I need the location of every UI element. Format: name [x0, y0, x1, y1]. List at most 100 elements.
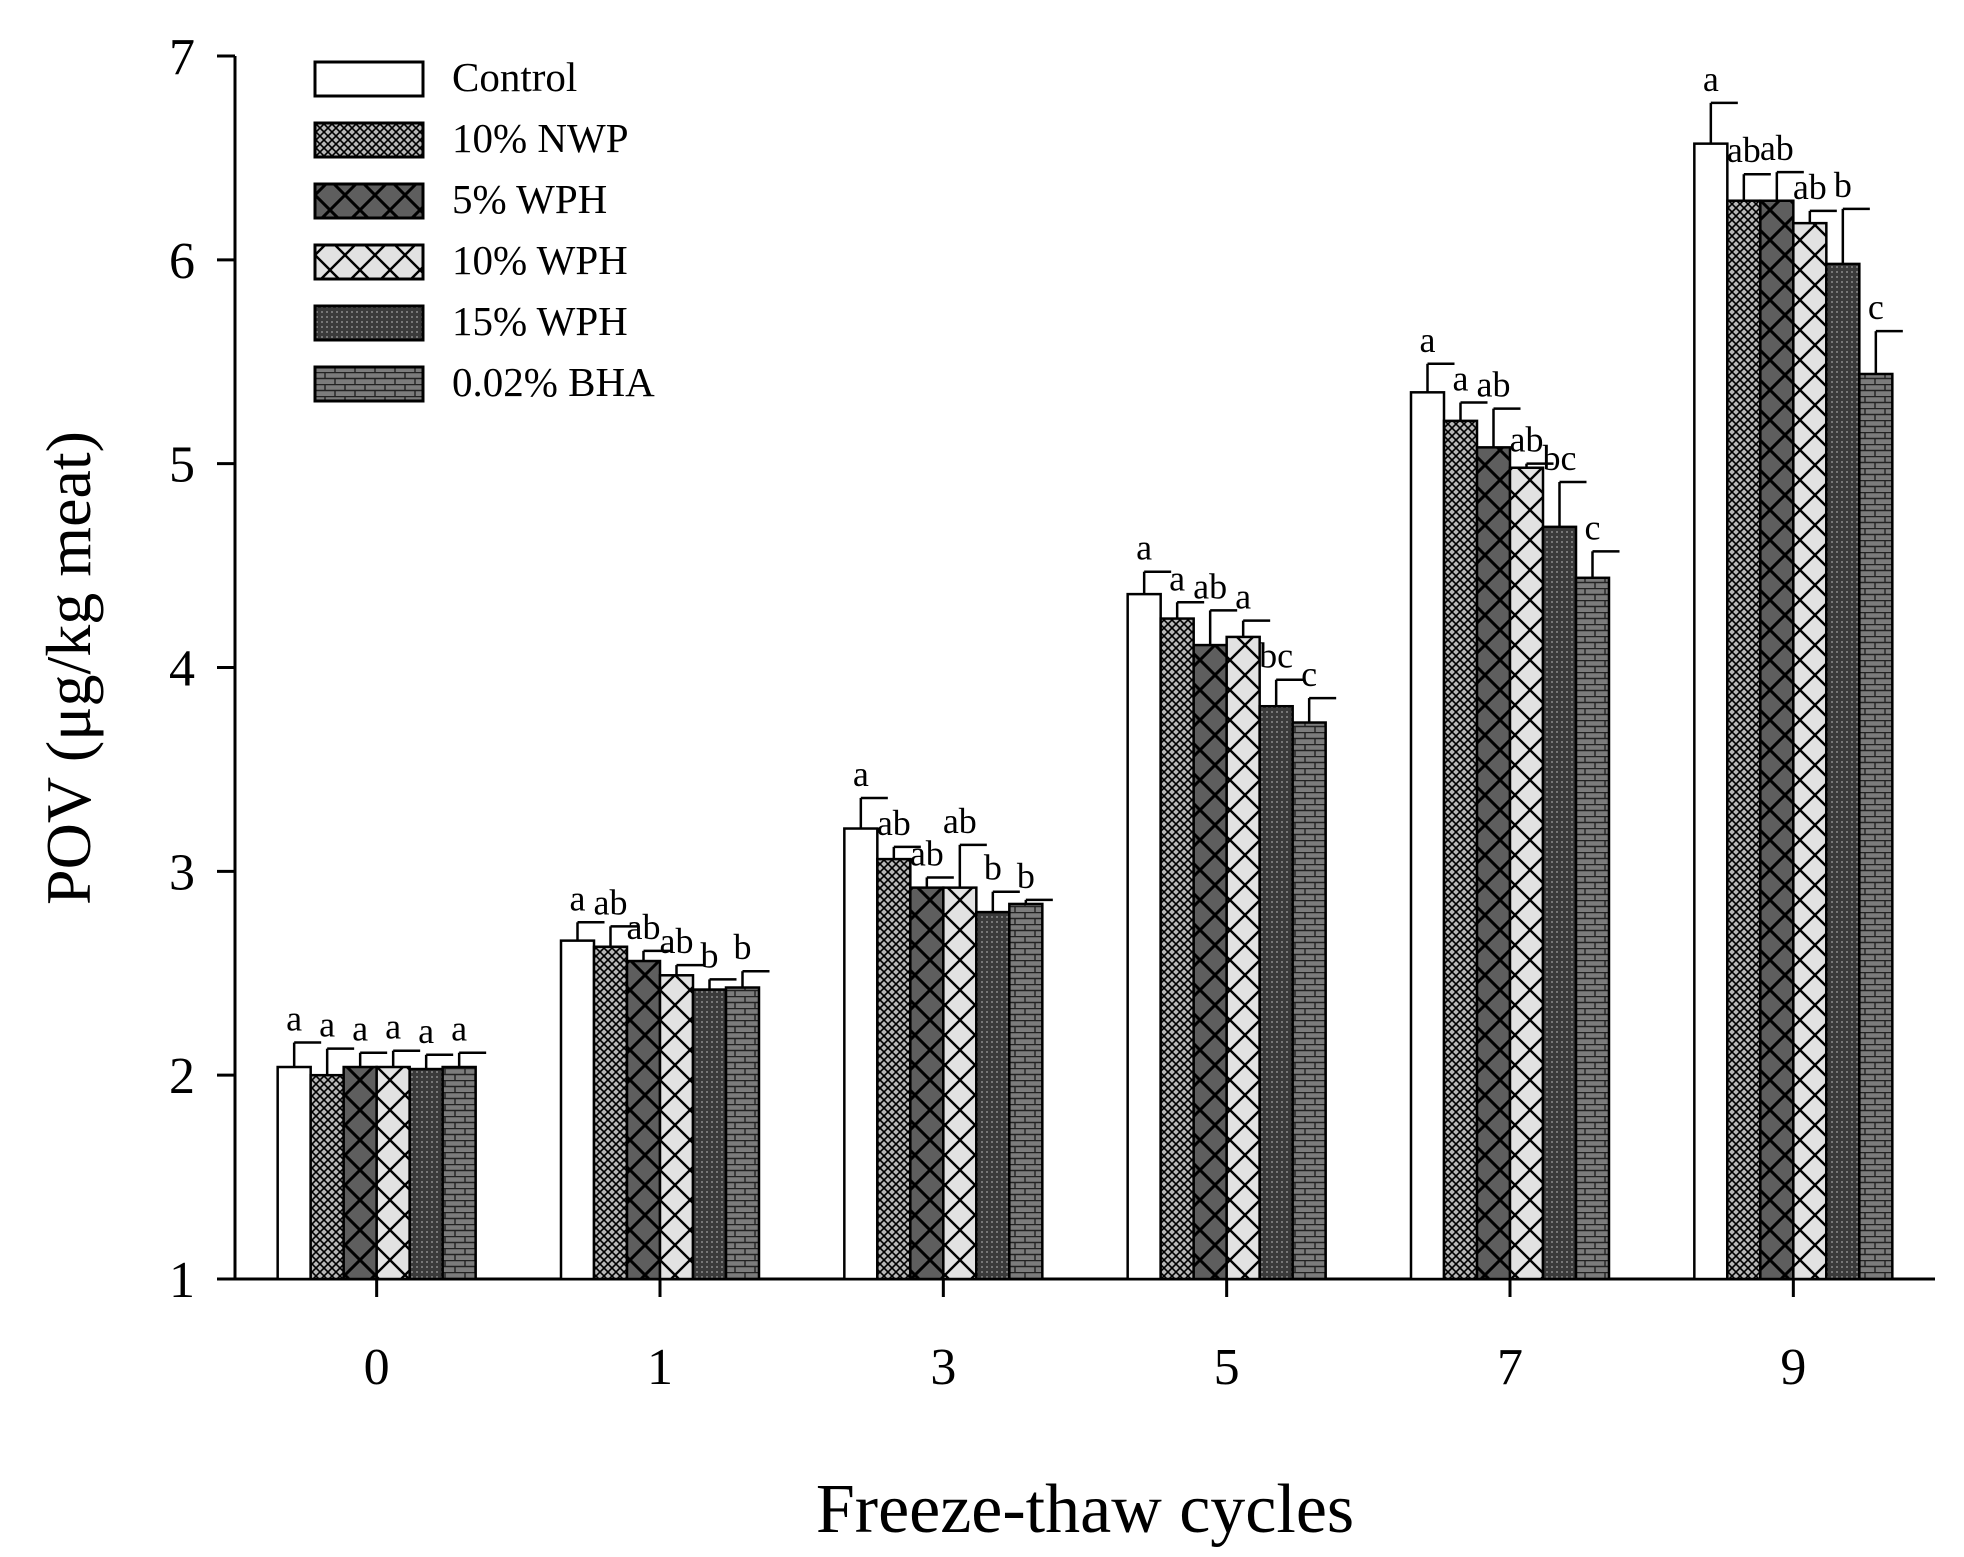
bar	[592, 945, 629, 1281]
significance-letter: ab	[910, 833, 944, 873]
bar	[876, 857, 912, 1281]
y-axis-title: POV (μg/kg meat)	[33, 431, 104, 905]
significance-letter: a	[352, 1009, 368, 1049]
y-axis-ticks: 1 2 3 4 5 6 7	[169, 29, 235, 1309]
significance-letter: b	[701, 935, 719, 975]
bar	[1192, 643, 1228, 1281]
legend-label: 5% WPH	[452, 176, 607, 222]
x-axis-ticks: 0 1 3 5 7 9	[364, 1279, 1806, 1396]
x-tick-label: 3	[930, 1339, 956, 1396]
x-tick-label: 1	[647, 1339, 673, 1396]
significance-letter: b	[1834, 165, 1852, 205]
x-tick-label: 9	[1780, 1339, 1806, 1396]
bar	[975, 910, 1011, 1281]
y-tick-label: 6	[169, 233, 195, 290]
bar	[441, 1065, 477, 1281]
bar	[1726, 199, 1762, 1281]
significance-letter: ab	[1727, 130, 1761, 170]
significance-letter: b	[1017, 856, 1035, 896]
significance-letter: a	[853, 754, 869, 794]
significance-letter: c	[1585, 507, 1601, 547]
bar	[1574, 576, 1611, 1281]
bar	[625, 959, 662, 1281]
significance-letter: a	[1235, 577, 1251, 617]
bar	[342, 1065, 378, 1281]
bar	[942, 886, 978, 1281]
bar	[1008, 902, 1044, 1281]
significance-letter: a	[1169, 558, 1185, 598]
y-tick-label: 5	[169, 437, 195, 494]
significance-letter: b	[734, 927, 752, 967]
y-tick-label: 1	[169, 1252, 195, 1309]
bar	[1825, 262, 1861, 1281]
significance-letter: a	[1420, 320, 1436, 360]
legend-swatch	[313, 304, 425, 342]
legend-swatch	[313, 121, 425, 159]
y-tick-label: 3	[169, 844, 195, 901]
bar	[1126, 592, 1162, 1281]
bar-group	[276, 142, 1894, 1281]
significance-letter: c	[1301, 654, 1317, 694]
significance-letter: bc	[1543, 438, 1577, 478]
y-tick-label: 4	[169, 641, 195, 698]
bar	[724, 986, 761, 1281]
bar	[276, 1065, 312, 1281]
significance-letter: c	[1868, 287, 1884, 327]
bar	[909, 886, 945, 1281]
bar	[1792, 221, 1828, 1281]
significance-letter: ab	[660, 921, 694, 961]
significance-letter: a	[385, 1007, 401, 1047]
bar	[559, 939, 596, 1281]
bar	[1475, 446, 1512, 1281]
bar	[1258, 704, 1294, 1281]
bar	[1442, 419, 1479, 1281]
significance-letter: ab	[943, 801, 977, 841]
bar	[1291, 721, 1327, 1281]
significance-letter: a	[451, 1009, 467, 1049]
legend-swatch	[313, 243, 425, 281]
significance-letter: a	[1703, 59, 1719, 99]
significance-letter: ab	[877, 803, 911, 843]
error-bars	[292, 101, 1903, 1076]
significance-letter: ab	[1477, 365, 1511, 405]
bar	[1508, 466, 1545, 1281]
x-tick-label: 7	[1497, 1339, 1523, 1396]
bar	[843, 827, 879, 1281]
bar	[1225, 635, 1261, 1281]
legend-label: Control	[452, 54, 577, 100]
legend-swatch	[313, 182, 425, 220]
significance-letter: a	[1453, 359, 1469, 399]
x-axis-title: Freeze-thaw cycles	[816, 1471, 1354, 1548]
significance-letter: a	[286, 999, 302, 1039]
y-tick-label: 2	[169, 1048, 195, 1105]
legend-swatch	[313, 365, 425, 403]
x-tick-label: 5	[1214, 1339, 1240, 1396]
bar	[1693, 142, 1729, 1281]
legend: Control 10% NWP 5% WPH 10% WPH 15% WPH 0.02% …	[313, 54, 655, 405]
bar	[1541, 525, 1578, 1281]
bar	[1159, 617, 1195, 1281]
x-tick-label: 0	[364, 1339, 390, 1396]
significance-letter: ab	[594, 882, 628, 922]
significance-letter: a	[570, 878, 586, 918]
significance-letter: ab	[627, 907, 661, 947]
significance-letter: b	[984, 848, 1002, 888]
bar	[408, 1067, 444, 1281]
bar	[1409, 391, 1446, 1281]
significance-letter: a	[1136, 528, 1152, 568]
significance-letter: ab	[1193, 566, 1227, 606]
bar	[691, 988, 728, 1281]
legend-swatch	[313, 60, 425, 98]
significance-letter: bc	[1259, 636, 1293, 676]
bar	[1858, 372, 1894, 1281]
legend-label: 0.02% BHA	[452, 359, 655, 405]
legend-label: 10% NWP	[452, 115, 629, 161]
significance-letter: a	[319, 1005, 335, 1045]
significance-letter: ab	[1510, 420, 1544, 460]
significance-letter: a	[418, 1011, 434, 1051]
legend-label: 15% WPH	[452, 298, 628, 344]
y-tick-label: 7	[169, 29, 195, 86]
bar	[309, 1073, 345, 1281]
